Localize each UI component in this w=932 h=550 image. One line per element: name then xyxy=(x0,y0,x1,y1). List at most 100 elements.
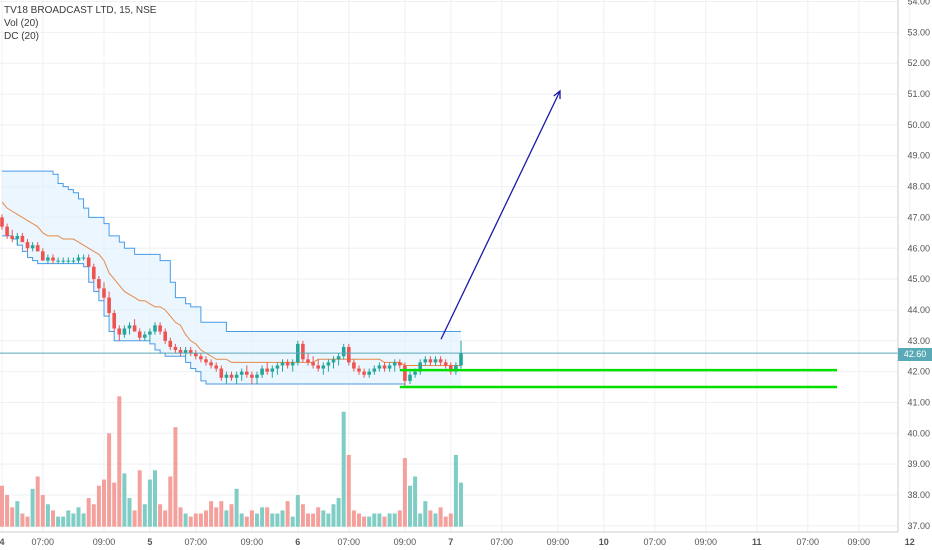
volume-bar xyxy=(229,504,234,527)
volume-bar xyxy=(331,504,336,527)
candle-body xyxy=(173,346,178,351)
projection-arrow xyxy=(440,90,561,340)
candle-body xyxy=(362,371,366,375)
candle-body xyxy=(122,328,127,335)
x-tick-label: 07:00 xyxy=(491,537,514,547)
y-tick-label: 45.00 xyxy=(907,274,930,284)
candle-body xyxy=(403,365,407,381)
candle-body xyxy=(387,365,392,369)
volume-bar xyxy=(147,479,152,527)
y-tick-label: 50.00 xyxy=(907,120,930,130)
candle-body xyxy=(423,359,428,363)
volume-bar xyxy=(224,510,229,527)
volume-bar xyxy=(183,513,188,527)
y-tick-label: 48.00 xyxy=(907,182,930,192)
volume-bar xyxy=(153,470,157,527)
x-tick-label: 07:00 xyxy=(32,537,55,547)
donchian-indicator-label[interactable]: DC (20) xyxy=(4,31,40,42)
candle-body xyxy=(46,257,50,261)
candle-body xyxy=(428,359,433,363)
volume-bar xyxy=(295,494,300,527)
candle-body xyxy=(97,279,101,289)
volume-bar xyxy=(137,470,142,527)
volume-bar xyxy=(71,513,76,527)
x-tick-label: 09:00 xyxy=(547,537,570,547)
candle-body xyxy=(290,362,295,366)
volume-bar xyxy=(280,510,285,527)
candle-body xyxy=(86,257,91,267)
candle-body xyxy=(255,374,259,378)
y-tick-label: 42.00 xyxy=(907,367,930,377)
volume-bar xyxy=(249,510,254,527)
volume-bar xyxy=(173,427,178,527)
x-tick-label: 5 xyxy=(147,537,152,547)
volume-bar xyxy=(66,510,71,527)
candle-body xyxy=(92,266,96,280)
candle-body xyxy=(306,359,310,363)
candle-body xyxy=(316,365,320,369)
volume-bar xyxy=(382,516,387,527)
candle-body xyxy=(239,371,244,375)
candle-body xyxy=(153,325,157,332)
candle-body xyxy=(245,371,249,375)
volume-bar xyxy=(193,513,198,527)
volume-bar xyxy=(408,485,412,527)
x-tick-label: 09:00 xyxy=(241,537,264,547)
volume-bar xyxy=(351,510,356,527)
candle-body xyxy=(20,235,25,243)
y-tick-label: 53.00 xyxy=(907,27,930,37)
y-tick-label: 40.00 xyxy=(907,428,930,438)
volume-bar xyxy=(25,516,30,527)
donchian-upper-line xyxy=(2,170,461,333)
candle-body xyxy=(71,260,76,262)
volume-bar xyxy=(265,507,270,527)
volume-bar xyxy=(387,513,392,527)
volume-bar xyxy=(316,507,321,527)
volume-bar xyxy=(300,504,305,527)
candle-body xyxy=(438,359,443,363)
x-tick-label: 09:00 xyxy=(394,537,417,547)
candle-body xyxy=(229,374,234,378)
volume-bar xyxy=(336,498,341,527)
candle-body xyxy=(275,365,280,369)
candle-body xyxy=(112,313,116,329)
volume-bar xyxy=(142,504,147,527)
candle-body xyxy=(454,365,458,372)
volume-bar xyxy=(96,485,101,527)
volume-bar xyxy=(397,510,402,527)
candle-body xyxy=(76,257,81,261)
x-tick-label: 10 xyxy=(599,537,609,547)
candle-body xyxy=(35,245,40,252)
candle-body xyxy=(250,374,254,378)
x-tick-label: 07:00 xyxy=(644,537,667,547)
volume-indicator-label[interactable]: Vol (20) xyxy=(4,18,39,29)
candle-body xyxy=(10,235,14,240)
candle-body xyxy=(158,325,162,332)
volume-bar xyxy=(285,501,290,527)
y-tick-label: 52.00 xyxy=(907,58,930,68)
candle-body xyxy=(224,374,229,378)
candle-body xyxy=(132,325,137,332)
volume-bar xyxy=(346,454,351,527)
symbol-title: TV18 BROADCAST LTD, 15, NSE xyxy=(4,5,157,16)
x-tick-label: 07:00 xyxy=(797,537,820,547)
candle-body xyxy=(178,350,183,354)
candle-body xyxy=(107,297,111,314)
volume-bar xyxy=(45,504,50,527)
volume-bar xyxy=(239,513,244,527)
volume-bar xyxy=(438,507,443,527)
volume-bar xyxy=(341,411,346,527)
volume-bar xyxy=(372,513,377,527)
candle-body xyxy=(341,346,346,357)
volume-bar xyxy=(86,498,91,527)
volume-bar xyxy=(433,513,438,527)
volume-bar xyxy=(377,513,382,527)
candle-body xyxy=(449,365,453,372)
volume-bar xyxy=(122,473,127,527)
candle-body xyxy=(41,251,45,261)
candle-body xyxy=(336,356,341,360)
candle-body xyxy=(219,368,224,378)
y-tick-label: 47.00 xyxy=(907,212,930,222)
candle-body xyxy=(382,365,387,369)
